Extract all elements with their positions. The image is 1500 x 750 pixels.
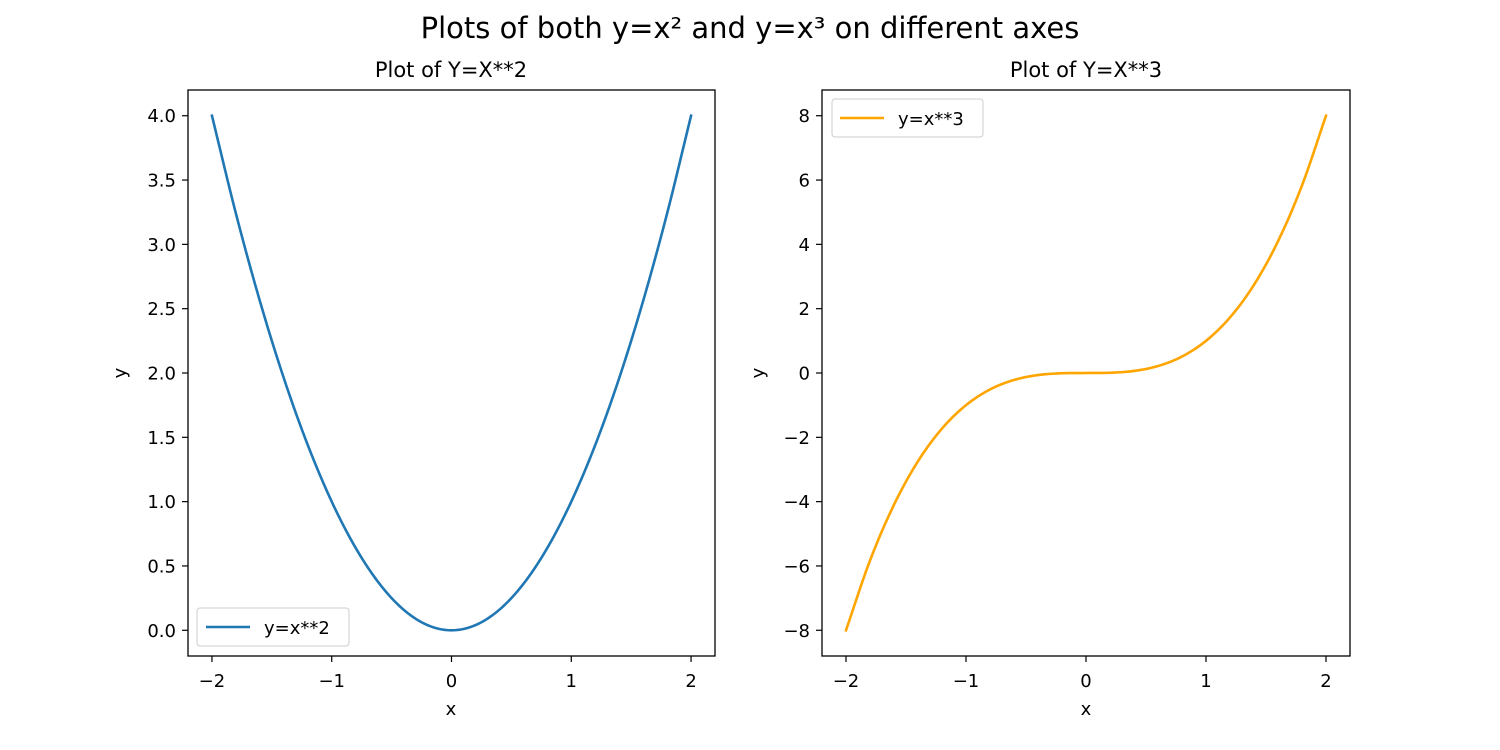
x-tick-label: 0 <box>446 671 457 692</box>
y-axis-ticks: −8 −6 −4 −2 0 2 4 6 8 <box>783 106 822 642</box>
y-tick-label: 0.5 <box>147 556 176 577</box>
x-tick-label: −2 <box>833 671 860 692</box>
legend-label: y=x**2 <box>264 618 330 639</box>
y-tick-label: 0.0 <box>147 621 176 642</box>
series-line-1 <box>844 114 1328 632</box>
y-tick-label: 3.0 <box>147 235 176 256</box>
axes-title: Plot of Y=X**2 <box>375 58 527 82</box>
y-tick-label: −8 <box>783 621 810 642</box>
y-tick-label: 8 <box>799 106 810 127</box>
y-axis-label: y <box>110 367 131 378</box>
x-tick-label: −1 <box>953 671 980 692</box>
y-axis-label: y <box>748 367 769 378</box>
y-tick-label: −2 <box>783 428 810 449</box>
x-tick-label: 2 <box>685 671 696 692</box>
legend-label: y=x**3 <box>898 109 964 130</box>
y-tick-label: 3.5 <box>147 171 176 192</box>
y-tick-label: 4.0 <box>147 106 176 127</box>
series-group <box>844 114 1328 632</box>
x-tick-label: 1 <box>1200 671 1211 692</box>
y-tick-label: 1.0 <box>147 492 176 513</box>
x-axis-label: x <box>446 699 457 720</box>
x-tick-label: −1 <box>318 671 345 692</box>
x-tick-label: 1 <box>566 671 577 692</box>
figure-suptitle: Plots of both y=x² and y=x³ on different… <box>421 11 1080 45</box>
legend: y=x**3 <box>831 98 984 138</box>
y-tick-label: 2.5 <box>147 299 176 320</box>
legend-box <box>196 607 350 647</box>
series-line-1 <box>210 114 693 632</box>
y-tick-label: 4 <box>799 235 810 256</box>
axes-left: Plot of Y=X**2 −2 −1 0 1 2 0.0 0.5 1.0 1.5 2.0 2.… <box>110 58 716 720</box>
plot-area <box>188 90 715 656</box>
y-tick-label: 1.5 <box>147 428 176 449</box>
axes-right: Plot of Y=X**3 −2 −1 0 1 2 −8 −6 −4 −2 0 2 4 6 8 x y… <box>748 58 1351 720</box>
axes-title: Plot of Y=X**3 <box>1010 58 1162 82</box>
x-axis-label: x <box>1081 699 1092 720</box>
y-tick-label: 2 <box>799 299 810 320</box>
x-tick-label: 0 <box>1080 671 1091 692</box>
y-tick-label: 2.0 <box>147 364 176 385</box>
legend: y=x**2 <box>196 607 350 647</box>
legend-box <box>831 98 984 138</box>
y-tick-label: 6 <box>799 171 810 192</box>
x-axis-ticks: −2 −1 0 1 2 <box>199 656 697 692</box>
y-tick-label: −6 <box>783 556 810 577</box>
x-axis-ticks: −2 −1 0 1 2 <box>833 656 1332 692</box>
series-group <box>210 114 693 632</box>
x-tick-label: 2 <box>1320 671 1331 692</box>
y-axis-ticks: 0.0 0.5 1.0 1.5 2.0 2.5 3.0 3.5 4.0 <box>147 106 188 642</box>
x-tick-label: −2 <box>199 671 226 692</box>
y-tick-label: 0 <box>799 364 810 385</box>
y-tick-label: −4 <box>783 492 810 513</box>
